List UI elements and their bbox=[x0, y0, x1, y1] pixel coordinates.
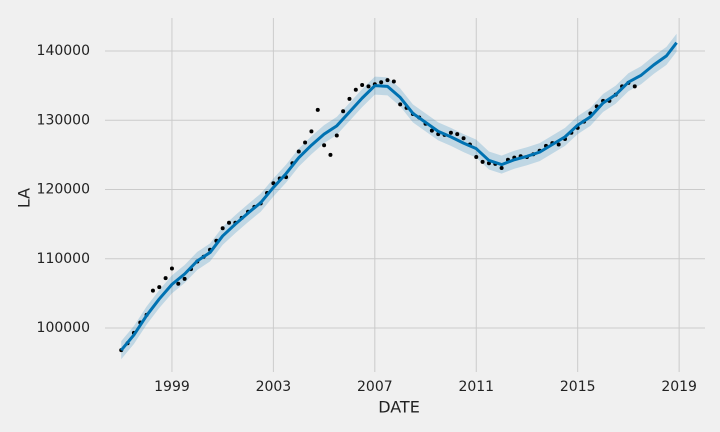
observed-point bbox=[227, 220, 232, 225]
y-tick-label: 100000 bbox=[37, 320, 90, 336]
y-tick-label: 130000 bbox=[37, 112, 90, 128]
observed-point bbox=[448, 130, 453, 135]
observed-point bbox=[303, 140, 308, 145]
observed-point bbox=[379, 80, 384, 85]
observed-point bbox=[556, 142, 561, 147]
observed-point bbox=[322, 143, 327, 148]
observed-point bbox=[296, 149, 301, 154]
observed-point bbox=[461, 136, 466, 141]
observed-point bbox=[150, 288, 155, 293]
observed-point bbox=[353, 87, 358, 92]
x-tick-label: 2011 bbox=[458, 379, 494, 395]
observed-point bbox=[499, 166, 504, 171]
y-tick-label: 140000 bbox=[37, 43, 90, 59]
x-tick-label: 2019 bbox=[661, 379, 697, 395]
x-tick-label: 2015 bbox=[560, 379, 596, 395]
observed-point bbox=[429, 128, 434, 133]
uncertainty-band bbox=[121, 33, 677, 360]
observed-point bbox=[328, 152, 333, 157]
observed-point bbox=[341, 109, 346, 114]
observed-point bbox=[169, 266, 174, 271]
observed-point bbox=[632, 84, 637, 89]
observed-point bbox=[157, 285, 162, 290]
observed-point bbox=[398, 102, 403, 107]
observed-point bbox=[391, 79, 396, 84]
x-tick-label: 2003 bbox=[256, 379, 292, 395]
y-axis-label: LA bbox=[15, 188, 34, 208]
y-tick-label: 110000 bbox=[37, 251, 90, 267]
observed-point bbox=[455, 132, 460, 137]
x-tick-label: 1999 bbox=[154, 379, 190, 395]
x-tick-label: 2007 bbox=[357, 379, 393, 395]
observed-point bbox=[315, 107, 320, 112]
observed-point bbox=[176, 281, 181, 286]
observed-point bbox=[220, 226, 225, 231]
forecast-line bbox=[120, 41, 678, 352]
y-tick-label: 120000 bbox=[37, 182, 90, 198]
observed-point bbox=[360, 82, 365, 87]
observed-point bbox=[385, 78, 390, 83]
observed-point bbox=[309, 129, 314, 134]
observed-point bbox=[163, 276, 168, 281]
observed-point bbox=[334, 133, 339, 138]
observed-point bbox=[366, 84, 371, 89]
observed-point bbox=[480, 159, 485, 164]
observed-point bbox=[347, 96, 352, 101]
observed-point bbox=[182, 276, 187, 281]
observed-point bbox=[474, 154, 479, 159]
x-axis-label: DATE bbox=[378, 398, 420, 417]
